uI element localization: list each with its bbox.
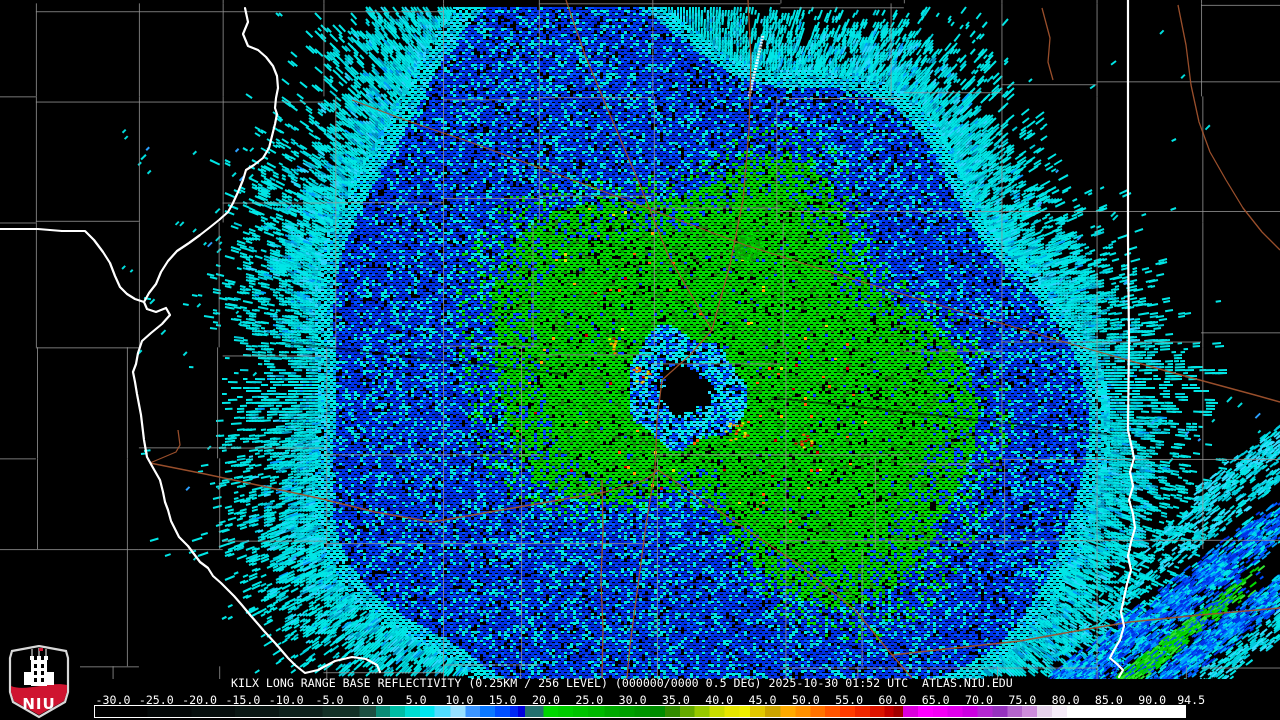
colorbar-tick-label: 60.0 [878,693,907,707]
colorbar-tick-label: 90.0 [1138,693,1167,707]
castle-icon [24,648,54,686]
colorbar-tick-label: 65.0 [921,693,950,707]
niu-logo-text: NIU [22,695,55,713]
colorbar-tick-label: 25.0 [575,693,604,707]
colorbar-tick-label: -30.0 [95,693,131,707]
colorbar-tick-label: -15.0 [225,693,261,707]
niu-logo-shield: NIU [8,645,70,719]
niu-logo: NIU [0,642,80,720]
colorbar-tick-label: 80.0 [1051,693,1080,707]
colorbar-tick-label: 94.5 [1177,693,1206,707]
colorbar-tick-label: 0.0 [362,693,384,707]
colorbar-tick-label: -10.0 [268,693,304,707]
colorbar-tick-label: 45.0 [748,693,777,707]
colorbar-tick-label: 35.0 [661,693,690,707]
colorbar-tick-label: 30.0 [618,693,647,707]
radar-caption: KILX LONG RANGE BASE REFLECTIVITY (0.25K… [231,676,1013,690]
colorbar-tick-label: 5.0 [405,693,427,707]
colorbar-tick-label: -5.0 [315,693,344,707]
colorbar-tick-label: 85.0 [1094,693,1123,707]
colorbar-tick-label: 15.0 [488,693,517,707]
colorbar-tick-label: -25.0 [138,693,174,707]
colorbar-tick-label: 55.0 [835,693,864,707]
colorbar-tick-label: 50.0 [791,693,820,707]
colorbar-labels: -30.0 -25.0 -20.0 -15.0 -10.0 -5.0 0.0 5.0 10.0 1… [0,694,1280,706]
colorbar-tick-label: 40.0 [705,693,734,707]
colorbar-tick-label: 75.0 [1008,693,1037,707]
colorbar-tick-label: 70.0 [965,693,993,707]
colorbar-tick-label: 10.0 [445,693,474,707]
colorbar-tick-label: 20.0 [532,693,560,707]
colorbar [94,705,1186,718]
colorbar-tick-label: -20.0 [182,693,218,707]
